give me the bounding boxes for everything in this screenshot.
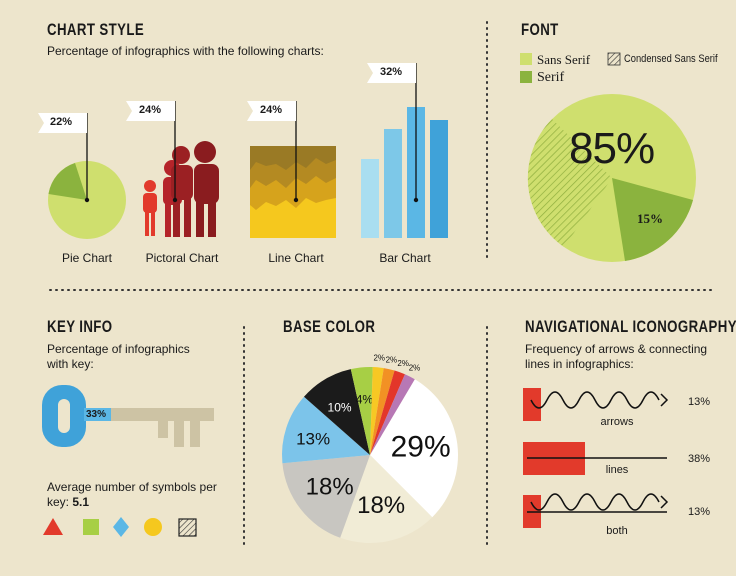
square-icon: [83, 519, 99, 535]
diamond-icon: [113, 517, 129, 537]
legend-sans-serif: Sans Serif: [537, 52, 591, 67]
nav-title: NAVIGATIONAL ICONOGRAPHY: [525, 317, 736, 336]
key-icon: [42, 385, 214, 447]
arrows-bar: [523, 388, 541, 421]
hatched-square-icon: [178, 518, 197, 537]
avg-symbols-value: 5.1: [72, 495, 90, 509]
triangle-icon: [43, 518, 63, 535]
base-slice-5: [350, 367, 373, 455]
legend-swatch-condensed: [607, 52, 621, 66]
base-slice-label-1: 18%: [357, 492, 405, 519]
legend-condensed: Condensed Sans Serif: [624, 53, 718, 65]
base-color-title: BASE COLOR: [283, 317, 376, 336]
base-slice-label-3: 13%: [296, 430, 330, 449]
bar-chart-value: 32%: [380, 66, 403, 78]
both-label: both: [606, 525, 628, 537]
base-slice-1: [340, 455, 433, 543]
pie-chart-label: Pie Chart: [61, 251, 113, 265]
base-slice-label-8: 2%: [397, 359, 409, 368]
legend-swatch-sans-serif: [520, 53, 532, 65]
pictoral-chart-value: 24%: [139, 104, 162, 116]
font-pie-chart: [527, 94, 696, 262]
base-slice-label-6: 2%: [373, 353, 385, 362]
nav-subtitle: Frequency of arrows & connecting lines i…: [525, 342, 708, 371]
lines-value: 38%: [688, 453, 711, 465]
pictoral-flag-icon: [126, 101, 178, 203]
nav-lines-row: [523, 442, 667, 475]
bar-chart-icon: [361, 107, 448, 238]
base-slice-9: [370, 374, 415, 455]
base-slice-4: [303, 369, 370, 455]
pictoral-chart-label: Pictoral Chart: [145, 251, 219, 265]
chart-style-title: CHART STYLE: [47, 20, 145, 39]
base-slice-7: [370, 368, 395, 455]
base-slice-6: [370, 367, 384, 455]
line-chart-value: 24%: [260, 104, 283, 116]
base-slice-label-9: 2%: [409, 364, 421, 373]
line-flag-icon: [247, 101, 299, 203]
base-slice-label-0: 29%: [391, 431, 451, 464]
base-slice-8: [370, 370, 405, 455]
pie-chart-value: 22%: [50, 116, 73, 128]
avg-symbols-label: Average number of symbols per key:: [47, 480, 217, 509]
font-small-value: 15%: [637, 211, 663, 226]
arrows-value: 13%: [688, 396, 711, 408]
pie-flag-icon: [38, 113, 90, 203]
legend-serif: Serif: [537, 70, 565, 85]
base-slice-label-7: 2%: [386, 355, 398, 364]
font-slice-serif: [612, 178, 693, 261]
bar-chart-label: Bar Chart: [379, 251, 431, 265]
key-info-title: KEY INFO: [47, 317, 113, 336]
base-slice-label-2: 18%: [306, 473, 354, 500]
area-chart-icon: [250, 146, 336, 238]
bar-flag-icon: [367, 63, 419, 203]
font-title: FONT: [521, 20, 559, 39]
legend-swatch-serif: [520, 71, 532, 83]
wavy-arrow-icon: [530, 391, 660, 409]
base-slice-label-5: 4%: [356, 392, 374, 406]
both-value: 13%: [688, 506, 711, 518]
nav-both-row: [523, 493, 669, 528]
chart-style-subtitle: Percentage of infographics with the foll…: [47, 44, 324, 58]
line-chart-label: Line Chart: [268, 251, 324, 265]
nav-arrows-row: [523, 388, 669, 421]
base-slice-label-4: 10%: [328, 400, 352, 414]
font-big-value: 85%: [569, 124, 655, 173]
lines-label: lines: [605, 464, 629, 476]
circle-icon: [144, 518, 162, 536]
avg-symbols-text: Average number of symbols per key: 5.1: [47, 480, 217, 510]
wavy-arrow-icon-2: [530, 493, 660, 511]
base-slice-0: [370, 379, 459, 518]
key-value: 33%: [86, 409, 107, 420]
base-slice-2: [282, 455, 370, 538]
key-info-subtitle: Percentage of infographics with key:: [47, 342, 190, 371]
base-slice-3: [282, 396, 370, 464]
pictoral-people-icon: [143, 141, 219, 237]
arrows-label: arrows: [600, 416, 634, 428]
font-slice-condensed: [527, 119, 612, 247]
base-color-pie: 29%18%18%13%10%4%2% 2% 2%2%: [282, 353, 459, 543]
